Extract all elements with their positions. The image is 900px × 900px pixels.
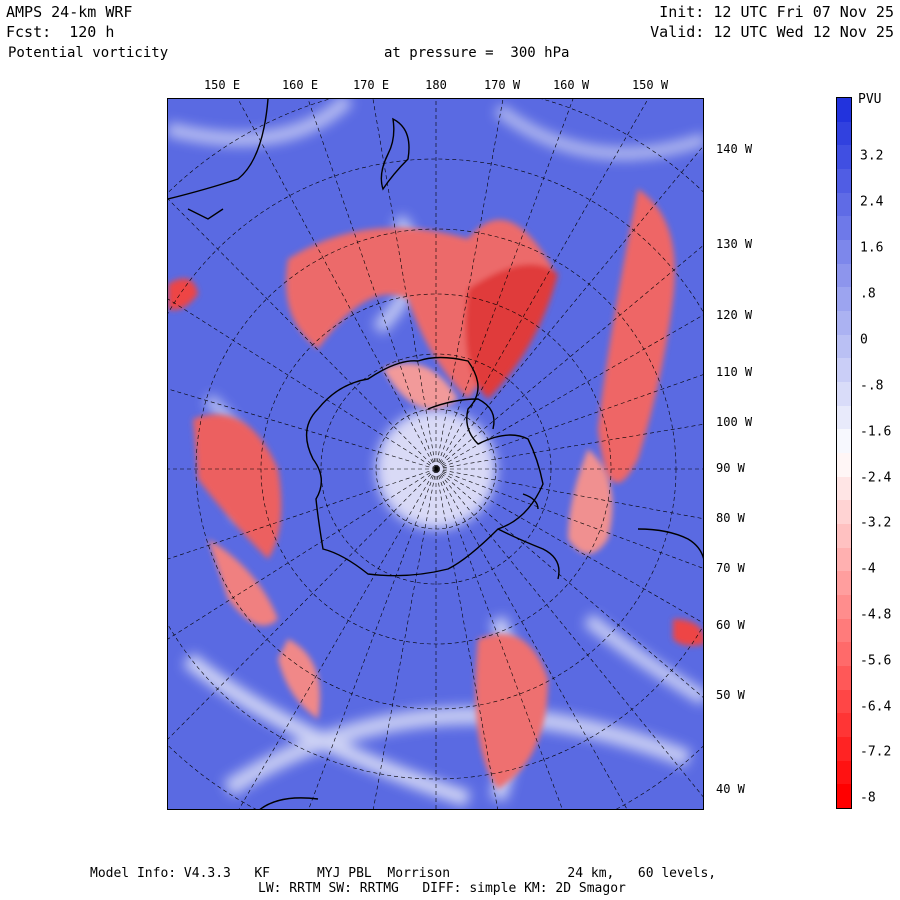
forecast-hour: Fcst: 120 h bbox=[6, 23, 115, 41]
lon-label-140w: 140 W bbox=[716, 142, 753, 156]
colorbar-label: -2.4 bbox=[860, 470, 892, 486]
lon-label-150w: 150 W bbox=[631, 78, 669, 92]
colorbar-label: -.8 bbox=[860, 378, 884, 394]
colorbar-swatch bbox=[837, 240, 851, 264]
colorbar-label: -4 bbox=[860, 561, 876, 577]
lon-label-150e: 150 E bbox=[203, 78, 241, 92]
colorbar-swatch bbox=[837, 500, 851, 525]
colorbar-label: 2.4 bbox=[860, 194, 884, 210]
colorbar-swatch bbox=[837, 358, 851, 383]
colorbar-swatch bbox=[837, 737, 851, 761]
colorbar-swatch bbox=[837, 121, 851, 146]
pv-map bbox=[168, 99, 703, 809]
pv-map-panel bbox=[167, 98, 704, 810]
colorbar-swatch bbox=[837, 524, 851, 548]
colorbar-label: -3.2 bbox=[860, 515, 892, 531]
colorbar-swatch bbox=[837, 429, 851, 454]
australia-coastline bbox=[168, 99, 269, 200]
colorbar-label: 0 bbox=[860, 332, 868, 348]
pv-negative-regions bbox=[168, 189, 703, 789]
colorbar-swatch bbox=[837, 382, 851, 406]
colorbar-swatch bbox=[837, 216, 851, 241]
colorbar-label: -7.2 bbox=[860, 744, 892, 760]
bottom-coastline bbox=[259, 797, 319, 809]
lon-label-100w: 100 W bbox=[716, 415, 753, 429]
ross-ice-shelf bbox=[427, 398, 495, 430]
colorbar-swatch bbox=[837, 287, 851, 312]
colorbar-label: .8 bbox=[860, 286, 876, 302]
lon-label-160w: 160 W bbox=[552, 78, 590, 92]
colorbar-swatch bbox=[837, 145, 851, 170]
colorbar-unit: PVU bbox=[858, 92, 882, 107]
lon-label-180: 180 bbox=[425, 78, 447, 92]
colorbar-swatch bbox=[837, 713, 851, 738]
field-name: Potential vorticity bbox=[8, 45, 169, 61]
antarctica-coastline bbox=[305, 356, 544, 577]
colorbar-swatch bbox=[837, 642, 851, 667]
coastlines bbox=[168, 99, 703, 809]
lon-label-70w: 70 W bbox=[716, 561, 745, 575]
colorbar-swatch bbox=[837, 405, 851, 430]
colorbar-swatch bbox=[837, 263, 851, 288]
colorbar-label: 1.6 bbox=[860, 240, 884, 256]
lon-label-120w: 120 W bbox=[716, 308, 753, 322]
pv-colorbar bbox=[836, 97, 852, 809]
colorbar-swatch bbox=[837, 689, 851, 714]
colorbar-swatch bbox=[837, 666, 851, 690]
model-title: AMPS 24-km WRF bbox=[6, 3, 133, 21]
peninsula-islands bbox=[522, 493, 539, 510]
lon-label-170w: 170 W bbox=[483, 78, 521, 92]
lat-lon-grid bbox=[168, 99, 703, 809]
init-time: Init: 12 UTC Fri 07 Nov 25 bbox=[659, 3, 894, 21]
new-zealand-coastline bbox=[380, 117, 410, 191]
colorbar-swatch bbox=[837, 192, 851, 217]
model-info-line1: Model Info: V4.3.3 KF MYJ PBL Morrison 2… bbox=[90, 866, 717, 881]
colorbar-swatch bbox=[837, 618, 851, 643]
colorbar-swatch bbox=[837, 571, 851, 596]
colorbar-label: -1.6 bbox=[860, 424, 892, 440]
colorbar-swatch bbox=[837, 547, 851, 572]
colorbar-swatch bbox=[837, 595, 851, 619]
lon-label-170e: 170 E bbox=[352, 78, 390, 92]
lon-label-80w: 80 W bbox=[716, 511, 745, 525]
colorbar-label: -8 bbox=[860, 790, 876, 806]
lon-label-90w: 90 W bbox=[716, 461, 745, 475]
colorbar-swatch bbox=[837, 476, 851, 501]
lon-label-50w: 50 W bbox=[716, 688, 745, 702]
lon-label-60w: 60 W bbox=[716, 618, 745, 632]
lon-label-130w: 130 W bbox=[716, 237, 753, 251]
colorbar-label: 3.2 bbox=[860, 148, 884, 164]
colorbar-swatch bbox=[837, 453, 851, 477]
tasmania-coastline bbox=[187, 208, 224, 220]
colorbar-swatch bbox=[837, 760, 851, 785]
model-info-line2: LW: RRTM SW: RRTMG DIFF: simple KM: 2D S… bbox=[258, 881, 626, 896]
colorbar-swatch bbox=[837, 784, 851, 809]
pressure-level: at pressure = 300 hPa bbox=[384, 45, 570, 61]
colorbar-swatch bbox=[837, 169, 851, 193]
colorbar-swatch bbox=[837, 334, 851, 359]
colorbar-label: -6.4 bbox=[860, 699, 892, 715]
valid-time: Valid: 12 UTC Wed 12 Nov 25 bbox=[650, 23, 894, 41]
colorbar-swatch bbox=[837, 98, 851, 122]
colorbar-swatch bbox=[837, 311, 851, 335]
lon-label-110w: 110 W bbox=[716, 365, 753, 379]
colorbar-label: -5.6 bbox=[860, 653, 892, 669]
lon-label-40w: 40 W bbox=[716, 782, 745, 796]
south-america-coastline bbox=[637, 528, 703, 559]
colorbar-label: -4.8 bbox=[860, 607, 892, 623]
antarctic-peninsula bbox=[497, 528, 560, 580]
lon-label-160e: 160 E bbox=[281, 78, 319, 92]
